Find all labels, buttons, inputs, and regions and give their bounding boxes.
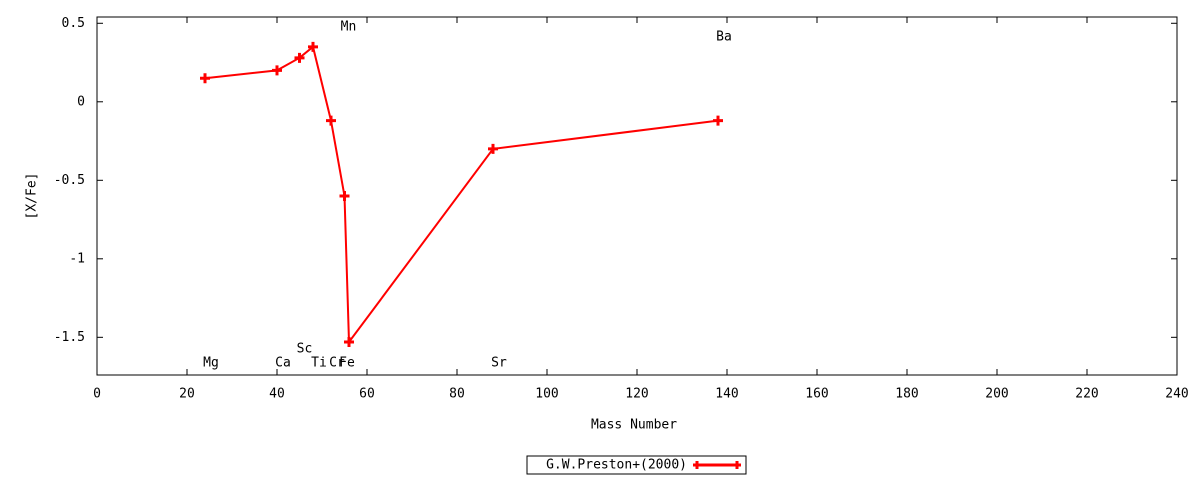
x-tick-label: 220 xyxy=(1075,387,1098,402)
x-tick-label: 140 xyxy=(715,387,738,402)
x-tick-label: 60 xyxy=(359,387,375,402)
point-label: Sc xyxy=(297,342,313,357)
y-axis-title: [X/Fe] xyxy=(25,173,40,220)
y-tick-label: 0.5 xyxy=(62,16,85,31)
x-tick-label: 240 xyxy=(1165,387,1188,402)
x-tick-label: 200 xyxy=(985,387,1008,402)
x-axis-title: Mass Number xyxy=(591,418,677,433)
point-marker xyxy=(200,73,210,84)
point-marker xyxy=(339,191,350,201)
plot-frame xyxy=(96,16,1178,376)
point-label: Ti xyxy=(311,356,327,371)
x-tick-label: 40 xyxy=(269,387,285,402)
point-marker xyxy=(344,337,354,348)
point-marker xyxy=(713,115,723,126)
point-marker xyxy=(272,65,282,76)
point-marker xyxy=(326,115,336,126)
point-label: Mn xyxy=(341,20,357,35)
x-tick-label: 80 xyxy=(449,387,465,402)
point-label: Mg xyxy=(203,356,219,371)
point-marker xyxy=(308,41,318,52)
legend-box xyxy=(526,455,747,475)
point-label: Sr xyxy=(491,356,507,371)
point-label: Ca xyxy=(275,356,291,371)
y-tick-label: -1.5 xyxy=(54,330,85,345)
point-label: Cr xyxy=(329,356,345,371)
point-label: Fe xyxy=(339,356,355,371)
legend-label: G.W.Preston+(2000) xyxy=(546,458,687,473)
y-tick-label: 0 xyxy=(77,94,85,109)
x-tick-label: 0 xyxy=(93,387,101,402)
point-marker xyxy=(294,52,305,63)
x-tick-label: 120 xyxy=(625,387,648,402)
point-marker xyxy=(488,143,498,154)
point-label: Ba xyxy=(716,30,732,45)
series-line xyxy=(204,45,719,345)
legend-swatch xyxy=(693,461,741,469)
y-tick-label: -0.5 xyxy=(54,173,85,188)
x-tick-label: 180 xyxy=(895,387,918,402)
x-tick-label: 20 xyxy=(179,387,195,402)
x-tick-label: 160 xyxy=(805,387,828,402)
x-tick-label: 100 xyxy=(535,387,558,402)
y-tick-label: -1 xyxy=(69,251,85,266)
